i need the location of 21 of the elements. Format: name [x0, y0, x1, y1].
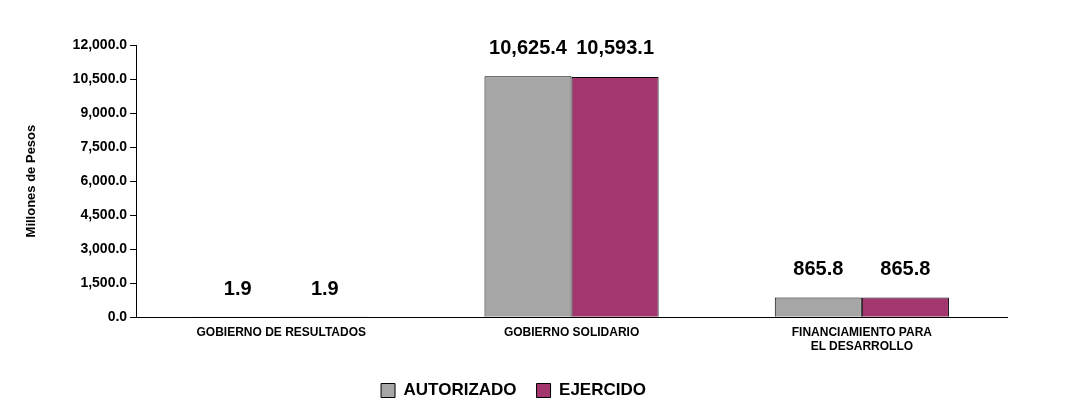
- y-tick-label: 1,500.0: [80, 274, 128, 291]
- y-tick-label: 6,000.0: [80, 171, 128, 188]
- legend-label: EJERCIDO: [559, 380, 646, 400]
- data-label: 10,593.1: [576, 36, 655, 59]
- x-tick-label: FINANCIAMIENTO PARA EL DESARROLLO: [791, 324, 933, 354]
- y-tick-label: 3,000.0: [80, 240, 128, 257]
- data-label: 1.9: [223, 276, 252, 299]
- data-label: 10,625.4: [489, 35, 568, 58]
- y-tick-label: 12,000.0: [72, 35, 128, 52]
- legend-label: AUTORIZADO: [403, 380, 517, 400]
- y-tick-label: 7,500.0: [80, 137, 128, 154]
- y-tick-label: 9,000.0: [80, 103, 128, 120]
- x-tick-label: GOBIERNO DE RESULTADOS: [196, 324, 367, 339]
- data-label: 1.9: [310, 276, 339, 299]
- x-tick-label: GOBIERNO SOLIDARIO: [503, 324, 640, 339]
- y-tick-label: 4,500.0: [80, 205, 128, 222]
- data-label: 865.8: [793, 257, 844, 280]
- y-axis-title: Millones de Pesos: [23, 124, 39, 238]
- y-tick-label: 0.0: [107, 308, 128, 325]
- y-tick-label: 10,500.0: [72, 69, 128, 86]
- data-label: 865.8: [880, 257, 931, 280]
